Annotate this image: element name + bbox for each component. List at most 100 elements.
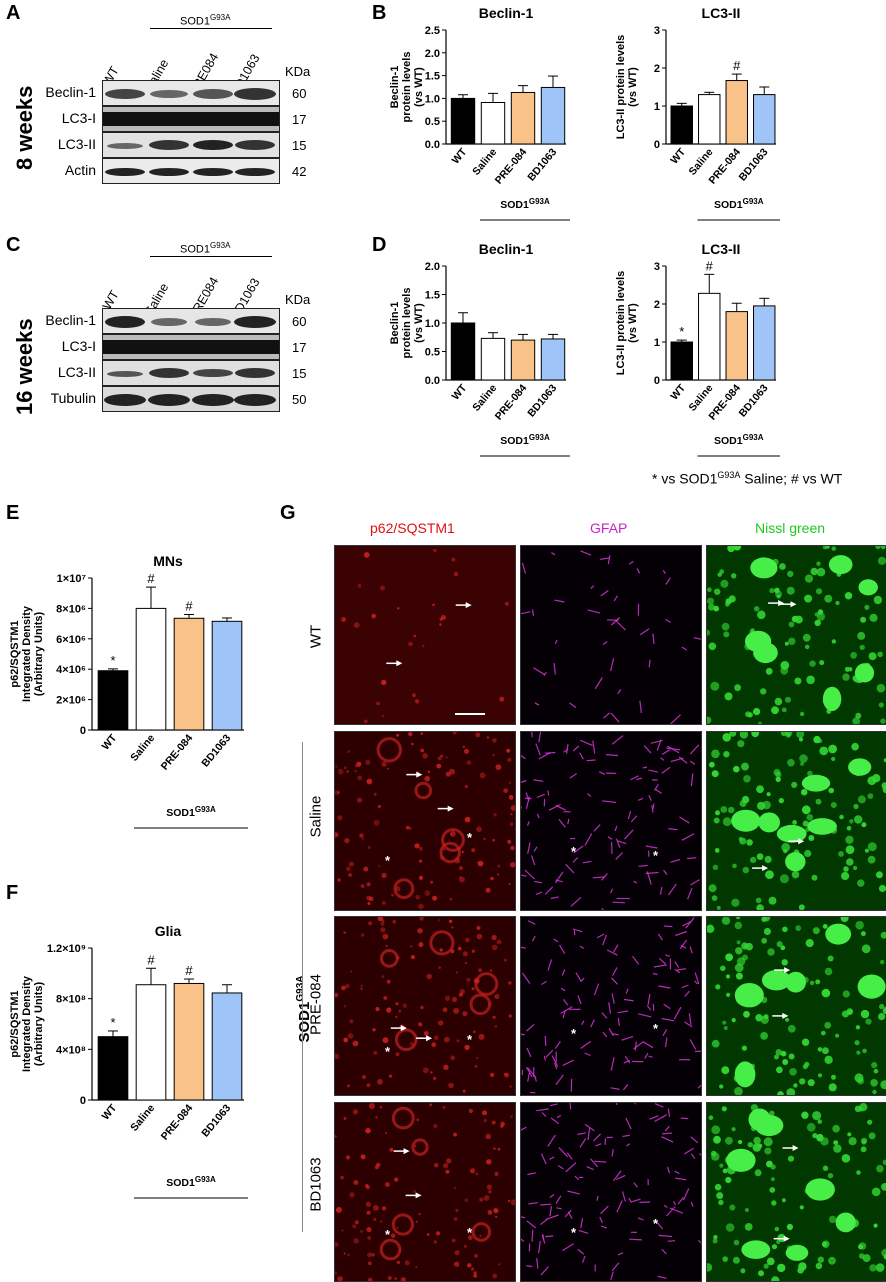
y-tick-label: 1.5	[425, 71, 440, 83]
group-label: SOD1G93A	[500, 433, 550, 447]
x-category-label: BD1063	[737, 146, 771, 183]
channel-title-p62: p62/SQSTM1	[370, 520, 455, 536]
chart-title: Beclin-1	[479, 5, 534, 21]
y-axis-label: p62/SQSTM1	[9, 990, 21, 1057]
significance-mark: *	[679, 324, 684, 339]
y-tick-label: 1	[654, 101, 660, 113]
bar	[174, 983, 204, 1100]
group-label: SOD1G93A	[166, 1175, 216, 1189]
svg-text:*: *	[467, 830, 473, 845]
bar	[541, 87, 564, 144]
y-tick-label: 1.2×10⁹	[47, 943, 86, 955]
bar	[98, 1037, 128, 1100]
y-axis-label: (vs WT)	[413, 303, 425, 343]
y-tick-label: 2×10⁶	[56, 695, 86, 707]
x-category-label: BD1063	[199, 1102, 233, 1139]
y-tick-label: 4×10⁶	[56, 664, 86, 676]
chart-title: Glia	[155, 923, 182, 939]
significance-legend: * vs SOD1G93A Saline; # vs WT	[652, 470, 842, 487]
micrograph-tile: **	[520, 916, 702, 1096]
bar	[451, 323, 474, 380]
bar	[511, 340, 534, 380]
bar	[699, 95, 720, 144]
channel-title-gfap: GFAP	[590, 520, 627, 536]
channel-title-nissl: Nissl green	[755, 520, 825, 536]
y-tick-label: 0	[654, 139, 660, 151]
micrograph-tile: **	[520, 731, 702, 911]
x-category-label: WT	[100, 732, 120, 753]
bar	[511, 92, 534, 144]
y-tick-label: 8×10⁸	[56, 994, 86, 1006]
y-tick-label: 1	[654, 337, 660, 349]
y-tick-label: 2.0	[425, 261, 440, 273]
y-tick-label: 3	[654, 261, 660, 273]
y-tick-label: 2.0	[425, 48, 440, 60]
y-axis-label: (Arbitrary Units)	[33, 981, 45, 1066]
svg-text:*: *	[571, 1225, 577, 1240]
x-category-label: WT	[668, 146, 688, 167]
x-category-label: WT	[450, 382, 470, 403]
y-tick-label: 2	[654, 299, 660, 311]
y-axis-label: p62/SQSTM1	[9, 620, 21, 687]
svg-text:*: *	[467, 1032, 473, 1047]
bar	[671, 342, 692, 380]
x-category-label: BD1063	[737, 382, 771, 419]
y-axis-label: Beclin-1	[389, 302, 401, 345]
row-label-saline: Saline	[308, 787, 325, 847]
y-tick-label: 1.0	[425, 93, 440, 105]
y-tick-label: 1.5	[425, 290, 440, 302]
x-category-label: Saline	[128, 732, 157, 764]
y-tick-label: 3	[654, 25, 660, 37]
y-tick-label: 8×10⁶	[56, 603, 86, 615]
x-category-label: PRE-084	[159, 732, 196, 772]
bar	[136, 985, 166, 1100]
y-axis-label: Integrated Density	[21, 605, 33, 702]
y-tick-label: 0.0	[425, 375, 440, 387]
bar	[754, 306, 775, 380]
y-tick-label: 4×10⁸	[56, 1044, 86, 1056]
group-label: SOD1G93A	[714, 433, 764, 447]
y-axis-label: LC3-II protein levels	[615, 271, 627, 376]
group-label: SOD1G93A	[714, 197, 764, 211]
significance-mark: *	[110, 1015, 115, 1030]
bar	[481, 338, 504, 380]
chart-title: MNs	[153, 553, 183, 569]
bar	[699, 293, 720, 380]
bar	[174, 618, 204, 730]
x-category-label: Saline	[128, 1102, 157, 1134]
x-category-label: Saline	[470, 146, 499, 178]
micrograph-tile: **	[334, 1102, 516, 1282]
micrograph-tile	[706, 1102, 886, 1282]
x-category-label: BD1063	[199, 732, 233, 769]
bar	[212, 993, 242, 1100]
y-tick-label: 1.0	[425, 318, 440, 330]
y-tick-label: 0.5	[425, 116, 440, 128]
y-axis-label: Beclin-1	[389, 66, 401, 109]
bar	[541, 339, 564, 380]
y-axis-label: Integrated Density	[21, 975, 33, 1072]
y-tick-label: 0.5	[425, 347, 440, 359]
group-label: SOD1G93A	[500, 197, 550, 211]
micrograph-tile	[520, 545, 702, 725]
x-category-label: PRE-084	[159, 1102, 196, 1142]
significance-mark: #	[706, 258, 714, 273]
significance-mark: #	[147, 571, 155, 586]
y-axis-label: (vs WT)	[413, 67, 425, 107]
svg-text:*: *	[653, 848, 659, 863]
bar	[136, 608, 166, 730]
x-category-label: Saline	[470, 382, 499, 414]
y-tick-label: 6×10⁶	[56, 634, 86, 646]
micrograph-tile: **	[334, 916, 516, 1096]
y-axis-label: LC3-II protein levels	[615, 35, 627, 140]
y-tick-label: 0	[80, 725, 86, 737]
y-axis-label: protein levels	[401, 288, 413, 359]
micrograph-tile: **	[520, 1102, 702, 1282]
micrograph-tile: **	[334, 731, 516, 911]
svg-text:*: *	[571, 1026, 577, 1041]
significance-mark: *	[110, 653, 115, 668]
bar	[726, 81, 747, 144]
row-label-bd1063: BD1063	[308, 1150, 325, 1220]
y-tick-label: 1×10⁷	[57, 573, 87, 585]
chart-title: Beclin-1	[479, 241, 534, 257]
y-tick-label: 2	[654, 63, 660, 75]
